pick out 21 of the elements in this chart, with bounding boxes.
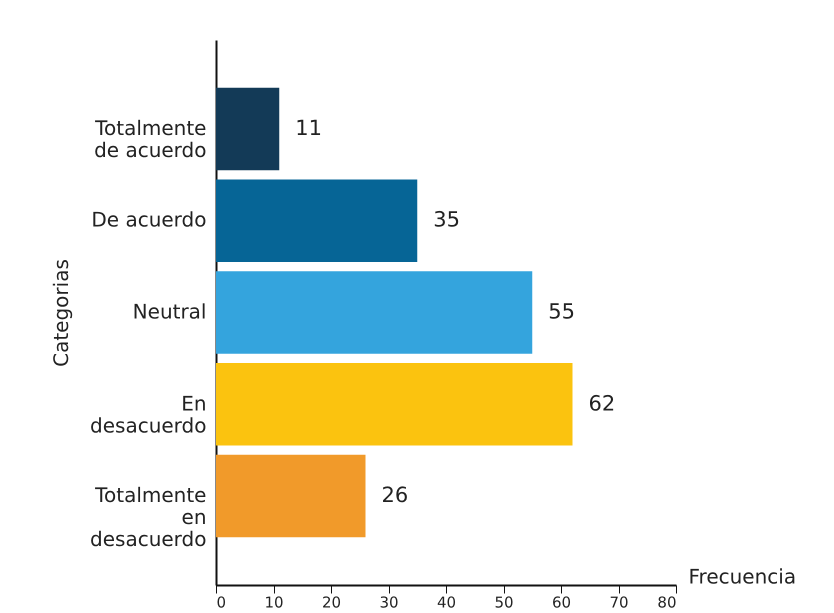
x-tick-label: 10 <box>264 594 284 612</box>
y-axis-title: Categorias <box>49 259 74 367</box>
data-label: 55 <box>548 300 575 324</box>
data-label: 11 <box>295 116 322 140</box>
y-tick-label: De acuerdo <box>91 208 206 232</box>
x-tick-label: 20 <box>322 594 342 612</box>
y-tick-label: Totalmente en desacuerdo <box>90 483 206 551</box>
x-tick-label: 40 <box>436 594 456 612</box>
data-label: 35 <box>433 208 460 232</box>
x-axis-title: Frecuencia <box>688 564 796 588</box>
x-tick-label: 30 <box>379 594 399 612</box>
y-tick-label: Totalmente de acuerdo <box>94 116 206 162</box>
y-tick-label: En desacuerdo <box>90 391 206 438</box>
data-label: 26 <box>382 483 408 507</box>
x-tick-label: 80 <box>657 594 676 612</box>
x-tick-label: 50 <box>494 594 514 612</box>
data-label: 62 <box>588 391 616 416</box>
x-tick-label: 60 <box>552 594 572 612</box>
x-tick-label: 0 <box>216 594 226 612</box>
x-tick-label: 70 <box>609 594 629 612</box>
y-tick-label: Neutral <box>132 300 206 324</box>
